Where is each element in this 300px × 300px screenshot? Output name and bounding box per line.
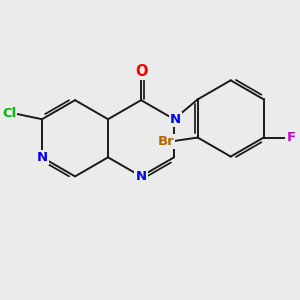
Text: O: O [135,64,147,79]
Text: N: N [37,151,48,164]
Text: N: N [136,170,147,183]
Text: N: N [170,113,181,126]
Text: F: F [286,131,296,144]
Text: Br: Br [158,135,174,148]
Text: Cl: Cl [2,107,16,120]
